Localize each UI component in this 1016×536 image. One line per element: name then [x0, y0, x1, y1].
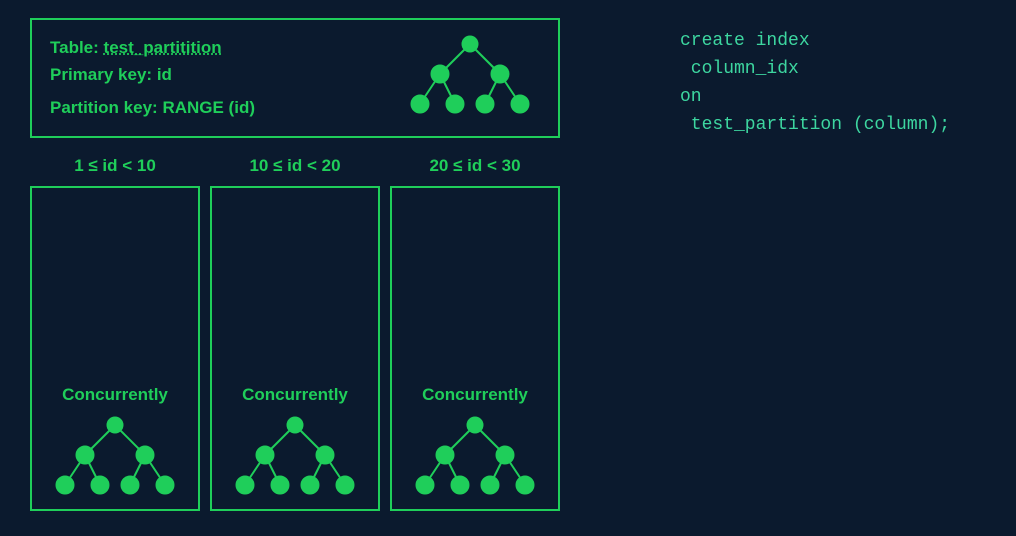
primary-key-line: Primary key: id: [50, 61, 255, 88]
range-label: 1 ≤ id < 10: [74, 156, 156, 176]
concurrently-label: Concurrently: [242, 385, 348, 405]
partition-key-line: Partition key: RANGE (id): [50, 94, 255, 121]
partition-0: 1 ≤ id < 10 Concurrently: [30, 156, 200, 511]
primary-key-value: id: [157, 65, 172, 84]
partition-key-value: RANGE (id): [162, 98, 255, 117]
partitions-row: 1 ≤ id < 10 Concurrently 10 ≤ id < 20 Co…: [30, 156, 560, 511]
concurrently-label: Concurrently: [62, 385, 168, 405]
table-title-line: Table: test_partitition: [50, 34, 255, 61]
diagram-panel: Table: test_partitition Primary key: id …: [30, 18, 560, 511]
partition-key-label: Partition key:: [50, 98, 158, 117]
concurrently-label: Concurrently: [422, 385, 528, 405]
partition-box: Concurrently: [30, 186, 200, 511]
partition-box: Concurrently: [390, 186, 560, 511]
table-info: Table: test_partitition Primary key: id …: [50, 34, 255, 122]
btree-icon: [400, 34, 540, 116]
sql-code-block: create index column_idx on test_partitio…: [680, 28, 950, 140]
table-title-label: Table:: [50, 38, 99, 57]
partition-2: 20 ≤ id < 30 Concurrently: [390, 156, 560, 511]
partition-1: 10 ≤ id < 20 Concurrently: [210, 156, 380, 511]
partition-box: Concurrently: [210, 186, 380, 511]
range-label: 10 ≤ id < 20: [249, 156, 340, 176]
table-header-box: Table: test_partitition Primary key: id …: [30, 18, 560, 138]
table-title-value: test_partitition: [104, 38, 222, 57]
btree-icon: [225, 415, 365, 497]
primary-key-label: Primary key:: [50, 65, 152, 84]
range-label: 20 ≤ id < 30: [429, 156, 520, 176]
btree-icon: [45, 415, 185, 497]
btree-icon: [405, 415, 545, 497]
